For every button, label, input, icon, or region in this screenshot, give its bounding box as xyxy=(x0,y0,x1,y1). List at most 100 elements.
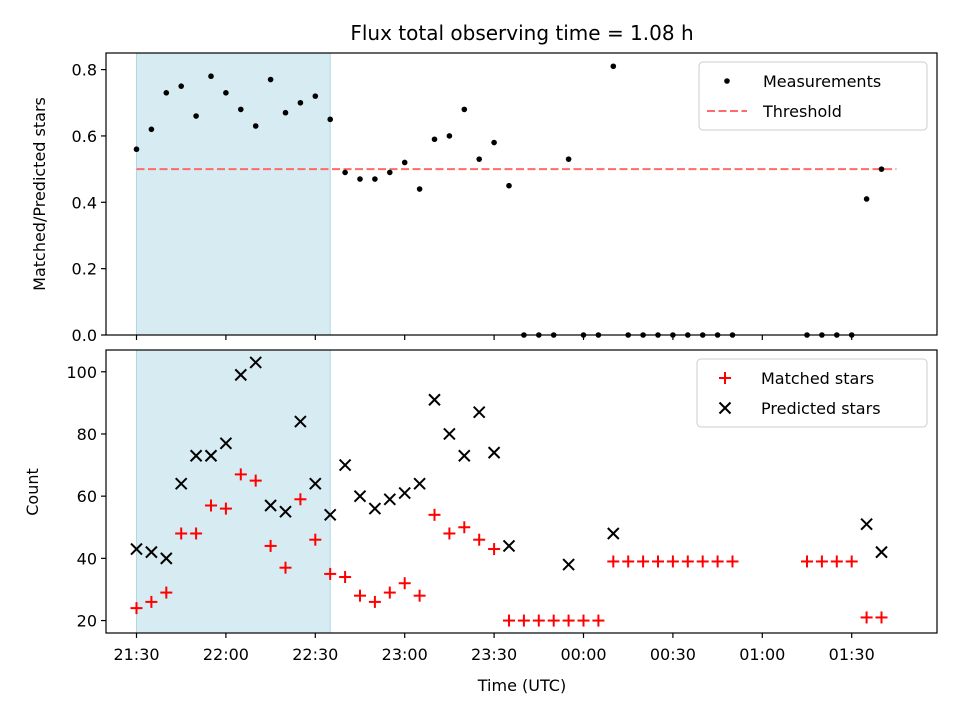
predicted-stars-point-b xyxy=(174,477,188,490)
predicted-stars-point xyxy=(502,539,516,553)
predicted-stars-point xyxy=(413,477,426,490)
predicted-stars-point-b xyxy=(398,486,411,500)
predicted-stars-point-b xyxy=(160,552,173,565)
top-y-tick-label: 0.2 xyxy=(72,260,97,279)
matched-stars-point xyxy=(339,571,352,584)
bottom-y-tick-label: 80 xyxy=(77,425,97,444)
legend-label: Measurements xyxy=(763,72,881,91)
predicted-stars-point-b xyxy=(338,458,352,472)
matched-stars-point xyxy=(398,577,411,590)
top-panel: 0.0 0.2 0.4 0.6 0.8 Measurements Threshold xyxy=(72,52,938,345)
matched-stars-point xyxy=(368,595,381,608)
top-y-tick-label: 0.0 xyxy=(72,326,97,345)
top-axes-frame xyxy=(105,52,938,336)
predicted-stars-point xyxy=(145,545,158,559)
matched-stars-point xyxy=(622,555,635,568)
chart-title: Flux total observing time = 1.08 h xyxy=(350,21,693,45)
predicted-stars-point-b xyxy=(443,427,456,441)
predicted-stars-point xyxy=(607,527,620,540)
matched-stars-point xyxy=(130,602,143,615)
matched-stars-point xyxy=(815,555,828,568)
legend-label: Predicted stars xyxy=(761,399,881,418)
predicted-stars-point-b xyxy=(204,449,218,462)
predicted-stars-point-b xyxy=(428,393,441,406)
bottom-legend-box xyxy=(696,358,928,428)
bottom-y-axis-label: Count xyxy=(23,468,42,516)
measurement-point xyxy=(267,76,274,83)
legend-marker-predicted-b xyxy=(718,401,732,415)
predicted-stars-point xyxy=(323,508,337,522)
x-tick-label: 23:00 xyxy=(382,645,428,664)
predicted-stars-point-b xyxy=(860,517,873,531)
matched-stars-point xyxy=(309,533,322,546)
bottom-y-tick-label: 60 xyxy=(77,487,97,506)
predicted-stars-point-b xyxy=(368,502,382,515)
predicted-stars-point xyxy=(174,477,188,490)
measurement-point xyxy=(357,176,363,182)
predicted-stars-point xyxy=(219,437,233,450)
predicted-stars-point-b xyxy=(309,477,322,490)
predicted-stars-point-b xyxy=(249,356,262,369)
predicted-stars-point-b xyxy=(472,405,486,419)
matched-stars-point xyxy=(607,555,620,568)
x-tick-label: 22:30 xyxy=(292,645,338,664)
matched-stars-point xyxy=(145,595,158,608)
measurement-point xyxy=(178,83,184,89)
top-legend: Measurements Threshold xyxy=(698,61,928,131)
matched-stars-point xyxy=(383,586,396,599)
x-tick-label: 23:30 xyxy=(471,645,517,664)
matched-stars-point xyxy=(517,614,530,627)
matched-stars-point xyxy=(458,521,471,534)
measurement-point xyxy=(506,182,512,189)
predicted-stars-point-b xyxy=(413,477,426,490)
predicted-stars-point-b xyxy=(323,508,337,522)
matched-stars-point xyxy=(219,502,232,515)
measurement-point xyxy=(163,90,170,96)
legend-label: Matched stars xyxy=(761,369,874,388)
predicted-stars-point xyxy=(487,446,501,459)
measurement-point xyxy=(401,159,408,166)
predicted-stars-point-b xyxy=(875,545,888,559)
matched-stars-point xyxy=(264,539,277,552)
predicted-stars-point xyxy=(160,552,173,565)
bottom-y-tick-label: 40 xyxy=(77,549,97,568)
matched-stars-point xyxy=(473,533,486,546)
measurement-point xyxy=(863,196,870,202)
predicted-stars-point-b xyxy=(279,505,292,518)
predicted-stars-point-b xyxy=(234,368,248,382)
measurement-point xyxy=(282,109,289,116)
matched-stars-point xyxy=(547,614,560,627)
predicted-stars-point-b xyxy=(383,493,397,506)
predicted-stars-point-b xyxy=(189,449,203,462)
measurement-point xyxy=(372,176,378,182)
bottom-y-tick-label: 20 xyxy=(77,612,97,631)
measurement-point xyxy=(148,126,155,133)
measurement-point xyxy=(252,123,259,129)
matched-stars-point xyxy=(637,555,650,568)
predicted-stars-point xyxy=(860,517,873,531)
measurement-point xyxy=(327,116,334,123)
top-shaded-interval xyxy=(136,52,331,336)
matched-stars-point xyxy=(681,555,694,568)
predicted-stars-point-b xyxy=(264,499,277,512)
matched-stars-point xyxy=(190,527,203,540)
predicted-stars-point-b xyxy=(562,558,575,571)
bottom-shaded-interval xyxy=(136,349,331,634)
legend-label: Threshold xyxy=(762,102,842,121)
measurement-point xyxy=(416,186,423,192)
predicted-stars-point xyxy=(428,393,441,406)
predicted-stars-point-b xyxy=(502,539,516,553)
predicted-stars-point xyxy=(249,356,262,369)
measurement-point xyxy=(431,136,438,143)
matched-stars-point xyxy=(845,555,858,568)
predicted-stars-point xyxy=(294,415,307,428)
matched-stars-point xyxy=(711,555,724,568)
predicted-stars-point xyxy=(279,505,292,518)
predicted-stars-point xyxy=(875,545,888,559)
top-y-tick-label: 0.6 xyxy=(72,127,97,146)
matched-stars-point xyxy=(160,586,173,599)
x-tick-label: 01:00 xyxy=(739,645,785,664)
predicted-stars-point xyxy=(353,489,367,503)
matched-stars-point xyxy=(175,527,188,540)
